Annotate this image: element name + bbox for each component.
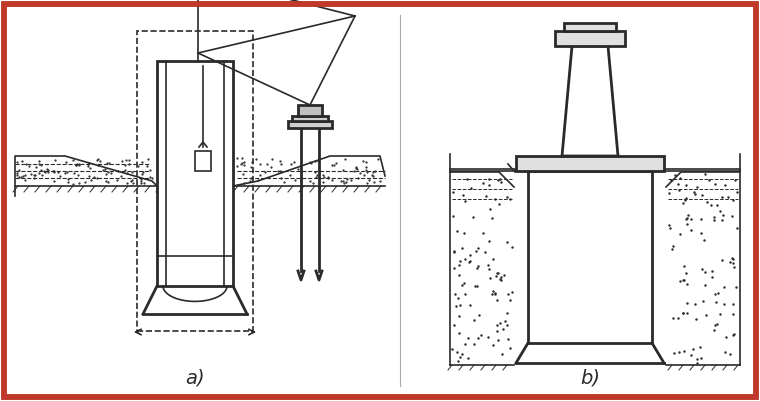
Text: a): a) [185, 368, 204, 387]
Bar [288, 121, 332, 128]
Bar [195, 151, 211, 171]
Bar [529, 172, 651, 342]
Bar [157, 61, 233, 286]
Bar [292, 116, 328, 121]
Text: b): b) [580, 368, 600, 387]
Bar [555, 31, 625, 46]
Polygon shape [562, 46, 618, 156]
Bar [298, 105, 322, 116]
Bar [564, 23, 616, 31]
Bar [528, 171, 652, 343]
Bar [137, 31, 253, 331]
Bar [516, 156, 664, 171]
